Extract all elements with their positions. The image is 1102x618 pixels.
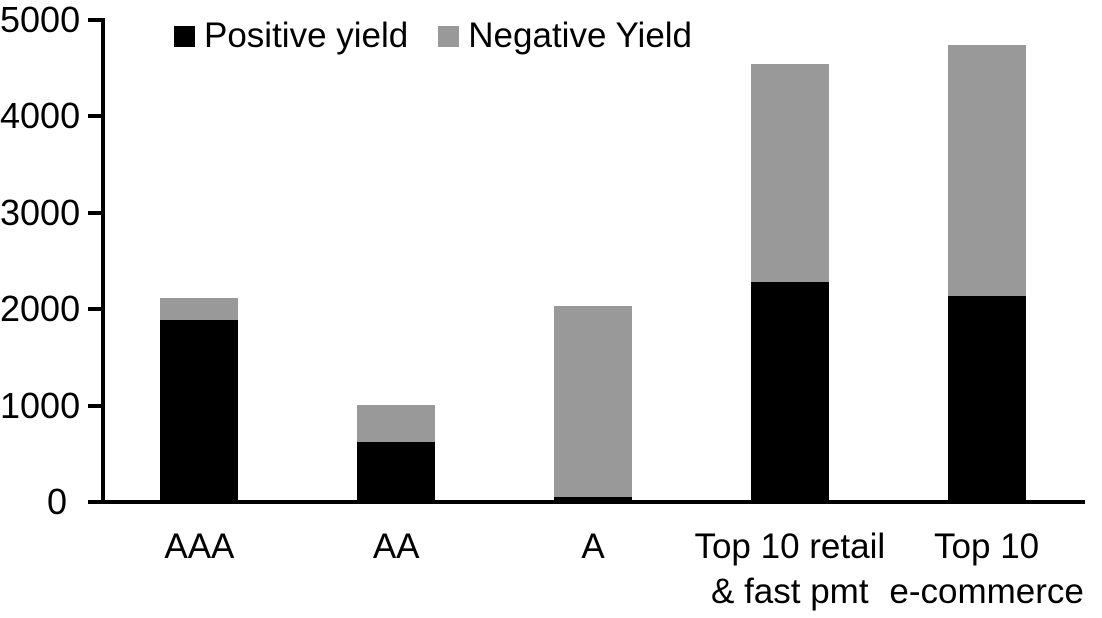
- x-category-label-line: A: [581, 527, 605, 566]
- y-axis-tick: [88, 403, 101, 408]
- bar-segment-negative-yield: [357, 405, 436, 443]
- y-tick-label: 3000: [0, 191, 81, 233]
- y-axis-tick: [88, 18, 101, 22]
- x-category-label: Top 10 e-commerce: [889, 524, 1083, 614]
- bar-segment-negative-yield: [750, 64, 829, 283]
- bar-segment-positive-yield: [160, 319, 239, 502]
- x-category-label-line: Top 10 retail: [694, 527, 886, 566]
- y-tick-label: 1000: [0, 384, 81, 426]
- legend-swatch: [438, 25, 460, 47]
- bar-segment-negative-yield: [160, 297, 239, 320]
- legend-item-positive-yield: Positive yield: [174, 16, 408, 56]
- y-axis-tick: [88, 114, 101, 119]
- x-category-label: A: [581, 524, 604, 569]
- y-axis-line: [101, 18, 105, 504]
- x-category-label-line: Top 10: [934, 527, 1040, 566]
- y-tick-label: 0: [46, 481, 67, 522]
- bar-segment-positive-yield: [750, 282, 829, 502]
- x-category-label: AAA: [164, 524, 234, 569]
- bar-segment-negative-yield: [554, 306, 632, 498]
- legend-swatch: [174, 25, 195, 47]
- bar-segment-negative-yield: [947, 45, 1026, 296]
- x-category-label-line: AAA: [164, 527, 235, 566]
- bar-segment-positive-yield: [554, 497, 632, 502]
- x-category-label-line: & fast pmt: [711, 572, 869, 611]
- x-category-label: AA: [373, 524, 420, 569]
- y-tick-label: 4000: [0, 95, 81, 137]
- chart-legend: Positive yield Negative Yield: [174, 16, 692, 56]
- y-axis-tick: [88, 307, 101, 312]
- y-axis-tick: [88, 500, 101, 504]
- x-category-label-line: e-commerce: [889, 572, 1084, 611]
- x-category-label: Top 10 retail & fast pmt: [694, 524, 885, 614]
- legend-item-negative-yield: Negative Yield: [438, 16, 692, 56]
- legend-label: Negative Yield: [468, 16, 693, 55]
- x-category-label-line: AA: [372, 527, 420, 566]
- bar-segment-positive-yield: [357, 442, 436, 502]
- y-tick-label: 2000: [0, 288, 81, 330]
- x-axis-line: [101, 500, 1085, 504]
- y-axis-tick: [88, 210, 101, 215]
- bar-segment-positive-yield: [947, 295, 1026, 502]
- y-tick-label: 5000: [0, 0, 81, 40]
- legend-label: Positive yield: [204, 16, 409, 55]
